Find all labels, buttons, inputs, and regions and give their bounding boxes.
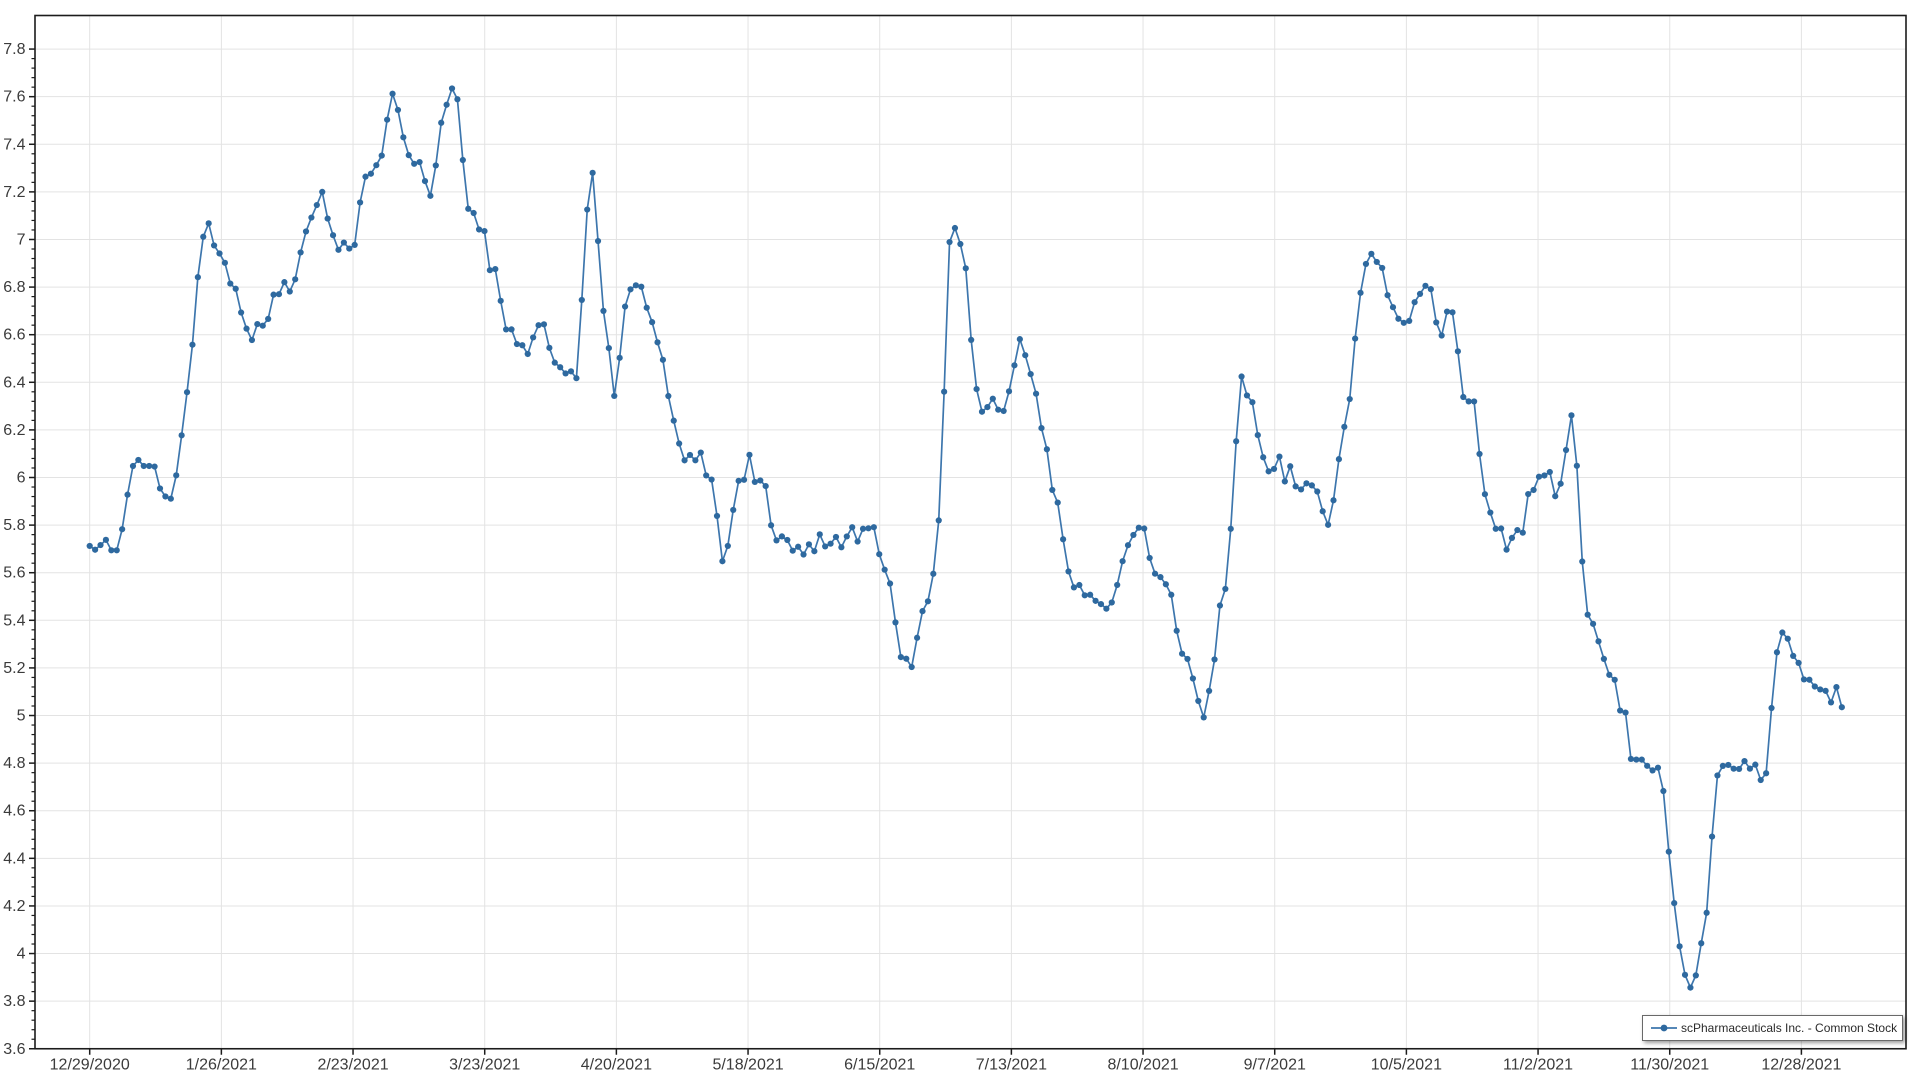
svg-text:1/26/2021: 1/26/2021 — [186, 1057, 257, 1074]
svg-text:3.6: 3.6 — [3, 1041, 25, 1058]
svg-text:7: 7 — [17, 231, 26, 248]
svg-text:4.8: 4.8 — [3, 755, 25, 772]
svg-text:6.4: 6.4 — [3, 374, 25, 391]
svg-text:4.4: 4.4 — [3, 850, 25, 867]
svg-text:3.8: 3.8 — [3, 993, 25, 1010]
svg-text:5.2: 5.2 — [3, 660, 25, 677]
svg-text:4.2: 4.2 — [3, 898, 25, 915]
svg-text:6.6: 6.6 — [3, 327, 25, 344]
svg-text:12/28/2021: 12/28/2021 — [1761, 1057, 1841, 1074]
svg-text:4.6: 4.6 — [3, 803, 25, 820]
svg-text:10/5/2021: 10/5/2021 — [1371, 1057, 1442, 1074]
svg-text:11/2/2021: 11/2/2021 — [1503, 1057, 1573, 1074]
svg-text:12/29/2020: 12/29/2020 — [50, 1057, 130, 1074]
svg-text:3/23/2021: 3/23/2021 — [449, 1057, 520, 1074]
svg-text:5/18/2021: 5/18/2021 — [712, 1057, 783, 1074]
svg-text:7/13/2021: 7/13/2021 — [976, 1057, 1047, 1074]
svg-text:7.2: 7.2 — [3, 184, 25, 201]
svg-text:5: 5 — [17, 708, 26, 725]
svg-text:5.8: 5.8 — [3, 517, 25, 534]
svg-text:5.6: 5.6 — [3, 565, 25, 582]
svg-text:7.8: 7.8 — [3, 41, 25, 58]
svg-text:9/7/2021: 9/7/2021 — [1244, 1057, 1306, 1074]
svg-text:4: 4 — [17, 946, 26, 963]
svg-text:11/30/2021: 11/30/2021 — [1630, 1057, 1709, 1074]
svg-text:6/15/2021: 6/15/2021 — [844, 1057, 915, 1074]
svg-text:6.8: 6.8 — [3, 279, 25, 296]
svg-text:2/23/2021: 2/23/2021 — [317, 1057, 388, 1074]
svg-text:5.4: 5.4 — [3, 612, 25, 629]
svg-text:4/20/2021: 4/20/2021 — [581, 1057, 652, 1074]
svg-text:7.6: 7.6 — [3, 89, 25, 106]
svg-text:7.4: 7.4 — [3, 136, 25, 153]
svg-text:6: 6 — [17, 470, 26, 487]
svg-text:8/10/2021: 8/10/2021 — [1107, 1057, 1178, 1074]
svg-text:6.2: 6.2 — [3, 422, 25, 439]
